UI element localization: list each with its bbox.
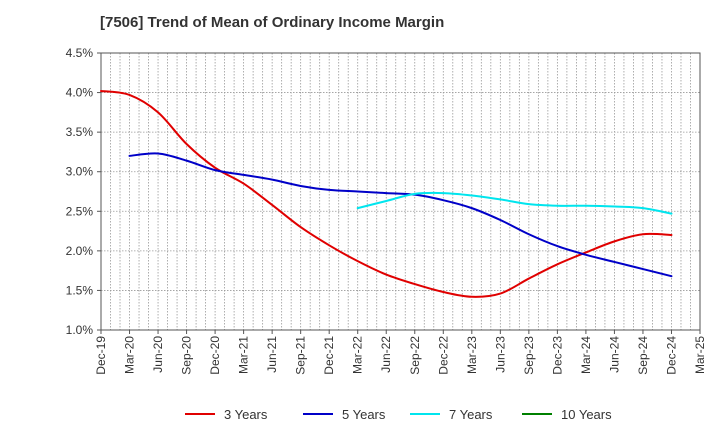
x-tick-label: Mar-21	[237, 336, 251, 374]
x-tick-label: Sep-21	[294, 336, 308, 375]
x-tick-label: Jun-24	[607, 336, 621, 373]
legend-label-7-years: 7 Years	[449, 407, 493, 422]
series-line-5-years	[128, 152, 673, 278]
x-tick-label: Sep-23	[522, 336, 536, 375]
x-tick-label: Jun-20	[151, 336, 165, 373]
legend-label-3-years: 3 Years	[224, 407, 268, 422]
x-tick-label: Mar-23	[465, 336, 479, 374]
x-tick-label: Jun-22	[379, 336, 393, 373]
legend: 3 Years 5 Years 7 Years 10 Years	[185, 407, 612, 422]
y-tick-label: 4.0%	[66, 86, 94, 100]
plot-border	[100, 52, 701, 331]
x-tick-label: Dec-21	[322, 336, 336, 375]
gridlines	[101, 53, 700, 330]
y-tick-label: 1.0%	[66, 323, 94, 337]
x-tick-label: Jun-23	[493, 336, 507, 373]
y-tick-label: 3.5%	[66, 125, 94, 139]
x-tick-label: Mar-22	[351, 336, 365, 374]
x-tick-label: Sep-22	[408, 336, 422, 375]
x-tick-label: Dec-19	[94, 336, 108, 375]
axes: 1.0% 1.5% 2.0% 2.5% 3.0% 3.5% 4.0% 4.5% Dec-19 Ma…	[66, 46, 707, 375]
series-lines	[100, 89, 673, 298]
series-line-7-years	[356, 191, 673, 215]
legend-label-10-years: 10 Years	[561, 407, 612, 422]
x-tick-label: Sep-20	[180, 336, 194, 375]
x-tick-label: Dec-23	[550, 336, 564, 375]
y-tick-label: 2.0%	[66, 244, 94, 258]
y-tick-label: 3.0%	[66, 165, 94, 179]
x-tick-label: Mar-24	[579, 336, 593, 374]
y-tick-label: 1.5%	[66, 283, 94, 297]
x-tick-label: Jun-21	[265, 336, 279, 373]
chart-title: [7506] Trend of Mean of Ordinary Income …	[100, 14, 445, 31]
y-tick-label: 4.5%	[66, 46, 94, 60]
legend-label-5-years: 5 Years	[342, 407, 386, 422]
x-tick-label: Dec-20	[208, 336, 222, 375]
x-tick-label: Mar-25	[693, 336, 707, 374]
y-tick-label: 2.5%	[66, 204, 94, 218]
x-tick-label: Dec-22	[436, 336, 450, 375]
series-line-3-years	[100, 89, 673, 298]
x-tick-label: Dec-24	[664, 336, 678, 375]
x-tick-label: Mar-20	[123, 336, 137, 374]
x-tick-label: Sep-24	[636, 336, 650, 375]
